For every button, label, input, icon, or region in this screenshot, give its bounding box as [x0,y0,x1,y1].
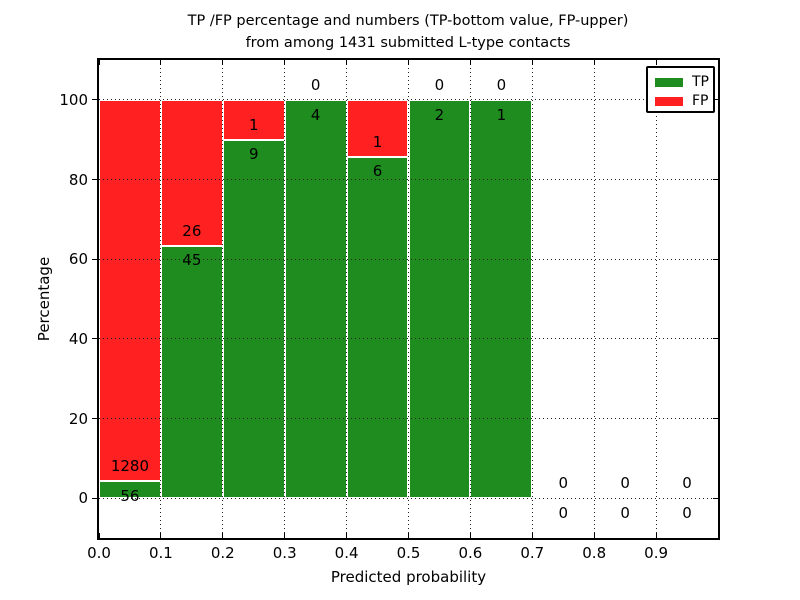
vertical-gridline [469,60,471,538]
tp-count-label: 0 [620,503,630,522]
tp-count-label: 0 [682,503,692,522]
chart-title-line2: from among 1431 submitted L-type contact… [245,35,571,51]
x-tick-label: 0.7 [520,544,545,562]
x-tick-mark-bottom [469,533,471,538]
vertical-gridline [346,60,348,538]
y-tick-mark-right [713,338,718,340]
legend-label-tp: TP [692,74,709,90]
x-tick-label: 0.5 [396,544,421,562]
y-tick-mark-right [713,99,718,101]
y-tick-label: 40 [68,329,88,348]
chart-title: TP /FP percentage and numbers (TP-bottom… [8,10,800,54]
tp-count-label: 1 [496,105,507,124]
vertical-gridline [222,60,224,538]
x-axis-label: Predicted probability [330,568,487,586]
x-tick-mark-bottom [98,533,100,538]
x-tick-mark-top [160,60,162,65]
legend: TP FP [646,66,715,113]
y-tick-label: 60 [68,250,88,269]
vertical-gridline [531,60,533,538]
x-tick-mark-bottom [160,533,162,538]
tp-bar-segment [470,99,533,499]
x-tick-mark-bottom [593,533,595,538]
y-tick-label: 100 [59,90,88,109]
y-tick-mark-right [713,417,718,420]
tp-count-label: 45 [182,251,202,270]
x-tick-mark-top [531,60,533,65]
y-axis-label: Percentage [35,256,53,342]
x-tick-label: 0.0 [87,544,111,562]
fp-count-label: 0 [310,75,321,94]
y-tick-mark-left [92,338,97,340]
x-tick-mark-top [98,60,100,65]
fp-count-label: 0 [558,474,569,493]
tp-count-label: 0 [558,503,569,522]
x-tick-mark-top [655,60,657,65]
x-tick-label: 0.9 [644,544,669,562]
x-tick-mark-bottom [407,533,410,538]
vertical-gridline [593,60,595,538]
tp-bar-segment [284,99,347,499]
x-tick-mark-top [407,60,410,65]
x-tick-mark-bottom [346,533,348,538]
x-tick-label: 0.2 [210,544,235,562]
x-tick-mark-bottom [222,533,224,538]
vertical-gridline [655,60,657,538]
x-tick-mark-top [284,60,286,65]
x-tick-label: 0.1 [148,544,173,562]
y-tick-label: 20 [68,409,88,428]
fp-count-label: 1 [372,132,383,151]
y-tick-mark-right [713,178,718,181]
chart-title-line1: TP /FP percentage and numbers (TP-bottom… [187,13,629,29]
fp-count-label: 1280 [110,457,150,476]
legend-label-fp: FP [692,93,709,109]
vertical-gridline [408,60,409,538]
vertical-gridline [284,60,286,538]
tp-count-label: 4 [310,105,321,124]
y-tick-mark-left [92,178,97,181]
y-tick-mark-left [92,497,97,499]
tp-count-label: 9 [248,145,259,164]
legend-entry-tp: TP [648,73,713,92]
tp-count-label: 6 [372,162,383,181]
x-tick-mark-top [346,60,348,65]
x-tick-mark-bottom [284,533,286,538]
x-tick-label: 0.6 [458,544,483,562]
fp-bar-segment [160,99,223,246]
fp-bar-segment [99,99,161,482]
fp-count-label: 0 [682,474,692,493]
y-tick-label: 80 [68,170,88,189]
fp-count-label: 0 [434,75,445,94]
tp-bar-segment [160,245,223,499]
x-tick-mark-top [593,60,595,65]
fp-count-label: 0 [620,474,630,493]
x-tick-mark-top [469,60,471,65]
x-tick-mark-bottom [655,533,657,538]
legend-entry-fp: FP [648,92,713,111]
fp-count-label: 1 [248,115,259,134]
x-tick-label: 0.4 [334,544,359,562]
x-tick-mark-top [222,60,224,65]
tp-bar-segment [222,139,285,499]
y-tick-mark-right [713,258,718,260]
y-tick-mark-left [92,99,97,101]
vertical-gridline [160,60,162,538]
fp-bar-segment [346,99,409,157]
x-tick-label: 0.8 [582,544,607,562]
fp-count-label: 26 [182,221,202,240]
tp-bar-segment [346,156,409,499]
x-tick-label: 0.3 [272,544,297,562]
x-tick-mark-bottom [531,533,533,538]
y-tick-label: 0 [78,489,88,508]
tp-bar-segment [408,99,471,499]
y-tick-mark-left [92,258,97,260]
tp-count-label: 56 [120,487,140,506]
y-tick-mark-right [713,497,718,499]
legend-swatch-tp [655,78,683,87]
legend-swatch-fp [655,97,683,106]
tp-count-label: 2 [434,105,445,124]
y-tick-mark-left [92,417,97,420]
fp-count-label: 0 [496,75,507,94]
